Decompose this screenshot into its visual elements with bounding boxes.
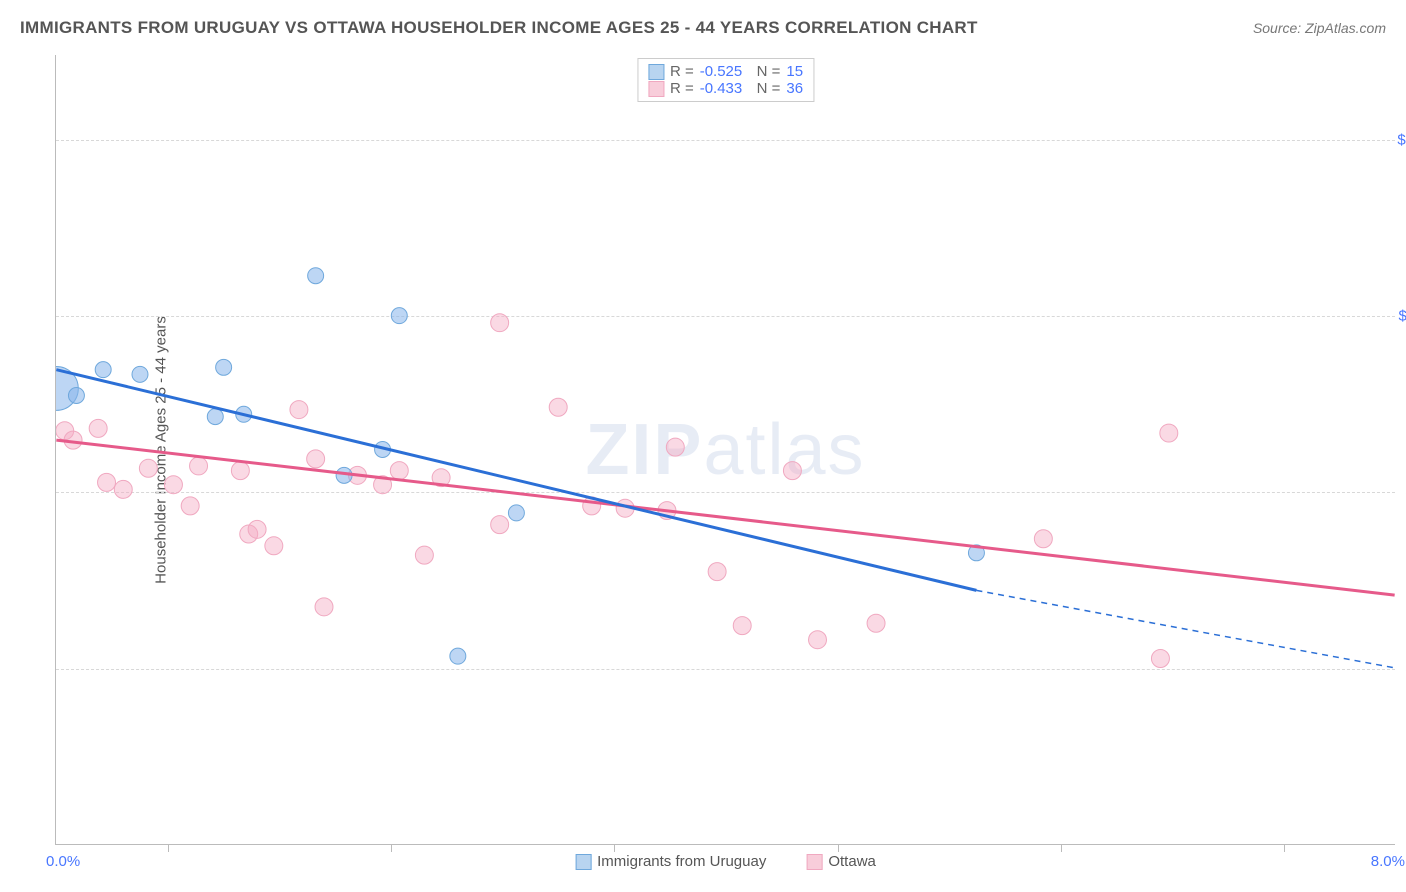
data-point-ottawa bbox=[315, 598, 333, 616]
data-point-ottawa bbox=[867, 614, 885, 632]
n-label: N = bbox=[748, 80, 780, 97]
x-tick bbox=[391, 844, 392, 852]
legend-item-ottawa: Ottawa bbox=[806, 853, 876, 870]
r-value-ottawa: -0.433 bbox=[700, 80, 743, 97]
r-label: R = bbox=[670, 63, 694, 80]
data-point-ottawa bbox=[307, 450, 325, 468]
swatch-ottawa bbox=[806, 854, 822, 870]
y-tick-label: $75,000 bbox=[1395, 484, 1406, 501]
data-point-uruguay bbox=[450, 648, 466, 664]
data-point-ottawa bbox=[231, 462, 249, 480]
chart-source: Source: ZipAtlas.com bbox=[1253, 20, 1386, 36]
data-point-uruguay bbox=[308, 268, 324, 284]
data-point-ottawa bbox=[1034, 530, 1052, 548]
data-point-ottawa bbox=[89, 419, 107, 437]
series-legend: Immigrants from Uruguay Ottawa bbox=[575, 853, 876, 870]
data-point-uruguay bbox=[508, 505, 524, 521]
data-point-ottawa bbox=[390, 462, 408, 480]
legend-label-ottawa: Ottawa bbox=[828, 853, 876, 870]
data-point-ottawa bbox=[549, 398, 567, 416]
y-tick-label: $112,500 bbox=[1395, 307, 1406, 324]
y-tick-label: $150,000 bbox=[1395, 131, 1406, 148]
data-point-ottawa bbox=[491, 314, 509, 332]
x-tick bbox=[1061, 844, 1062, 852]
legend-row-uruguay: R = -0.525 N = 15 bbox=[648, 63, 803, 80]
data-point-uruguay bbox=[391, 308, 407, 324]
x-tick bbox=[838, 844, 839, 852]
swatch-uruguay bbox=[575, 854, 591, 870]
chart-title: IMMIGRANTS FROM URUGUAY VS OTTAWA HOUSEH… bbox=[20, 18, 978, 38]
n-value-uruguay: 15 bbox=[786, 63, 803, 80]
n-label: N = bbox=[748, 63, 780, 80]
data-point-uruguay bbox=[207, 409, 223, 425]
data-point-ottawa bbox=[98, 473, 116, 491]
r-label: R = bbox=[670, 80, 694, 97]
data-point-ottawa bbox=[181, 497, 199, 515]
x-tick bbox=[168, 844, 169, 852]
swatch-ottawa bbox=[648, 81, 664, 97]
data-point-uruguay bbox=[216, 359, 232, 375]
data-point-ottawa bbox=[1160, 424, 1178, 442]
x-max-label: 8.0% bbox=[1371, 853, 1405, 870]
data-point-uruguay bbox=[132, 366, 148, 382]
chart-header: IMMIGRANTS FROM URUGUAY VS OTTAWA HOUSEH… bbox=[20, 18, 1386, 38]
data-point-ottawa bbox=[248, 520, 266, 538]
data-point-uruguay bbox=[95, 362, 111, 378]
correlation-legend: R = -0.525 N = 15 R = -0.433 N = 36 bbox=[637, 58, 814, 102]
data-point-ottawa bbox=[190, 457, 208, 475]
y-tick-label: $37,500 bbox=[1395, 660, 1406, 677]
trend-extension-uruguay bbox=[976, 590, 1394, 667]
data-point-ottawa bbox=[1151, 650, 1169, 668]
swatch-uruguay bbox=[648, 64, 664, 80]
data-point-ottawa bbox=[666, 438, 684, 456]
data-point-ottawa bbox=[114, 480, 132, 498]
x-min-label: 0.0% bbox=[46, 853, 80, 870]
data-point-ottawa bbox=[491, 516, 509, 534]
data-point-ottawa bbox=[809, 631, 827, 649]
data-point-ottawa bbox=[415, 546, 433, 564]
plot-area: ZIPatlas R = -0.525 N = 15 R = -0.433 N … bbox=[55, 55, 1395, 845]
data-point-ottawa bbox=[139, 459, 157, 477]
data-point-ottawa bbox=[290, 401, 308, 419]
x-tick bbox=[1284, 844, 1285, 852]
scatter-plot-svg bbox=[56, 55, 1395, 844]
data-point-ottawa bbox=[164, 476, 182, 494]
n-value-ottawa: 36 bbox=[786, 80, 803, 97]
data-point-ottawa bbox=[265, 537, 283, 555]
legend-item-uruguay: Immigrants from Uruguay bbox=[575, 853, 766, 870]
trend-line-uruguay bbox=[56, 370, 976, 591]
r-value-uruguay: -0.525 bbox=[700, 63, 743, 80]
data-point-ottawa bbox=[733, 617, 751, 635]
data-point-ottawa bbox=[783, 462, 801, 480]
legend-row-ottawa: R = -0.433 N = 36 bbox=[648, 80, 803, 97]
data-point-uruguay bbox=[68, 388, 84, 404]
data-point-ottawa bbox=[708, 563, 726, 581]
x-tick bbox=[614, 844, 615, 852]
legend-label-uruguay: Immigrants from Uruguay bbox=[597, 853, 766, 870]
chart-container: Householder Income Ages 25 - 44 years ZI… bbox=[55, 55, 1395, 845]
